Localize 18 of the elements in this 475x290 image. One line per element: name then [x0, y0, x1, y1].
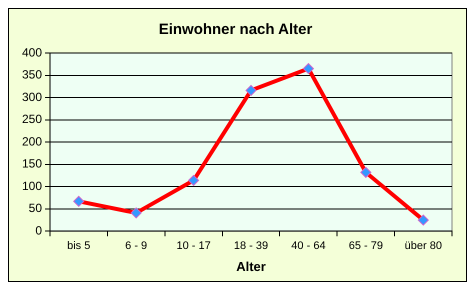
y-tick-label: 350	[22, 68, 42, 82]
x-tick-label: 40 - 64	[291, 240, 326, 252]
y-tick-label: 50	[28, 201, 42, 216]
y-tick-label: 250	[22, 112, 42, 126]
x-tick-label: über 80	[404, 240, 442, 252]
x-tick-label: 65 - 79	[348, 240, 383, 252]
x-tick-label: bis 5	[67, 240, 90, 252]
x-tick-label: 18 - 39	[234, 240, 268, 252]
y-tick-label: 200	[22, 134, 42, 148]
x-axis-title: Alter	[236, 258, 266, 274]
chart-title: Einwohner nach Alter	[158, 21, 312, 38]
y-tick-label: 150	[22, 156, 42, 171]
y-tick-label: 100	[22, 178, 42, 193]
x-tick-label: 6 - 9	[125, 240, 148, 252]
y-tick-label: 400	[22, 45, 42, 60]
y-tick-label: 300	[22, 90, 42, 104]
x-tick-label: 10 - 17	[176, 240, 211, 252]
y-tick-label: 0	[35, 224, 42, 238]
